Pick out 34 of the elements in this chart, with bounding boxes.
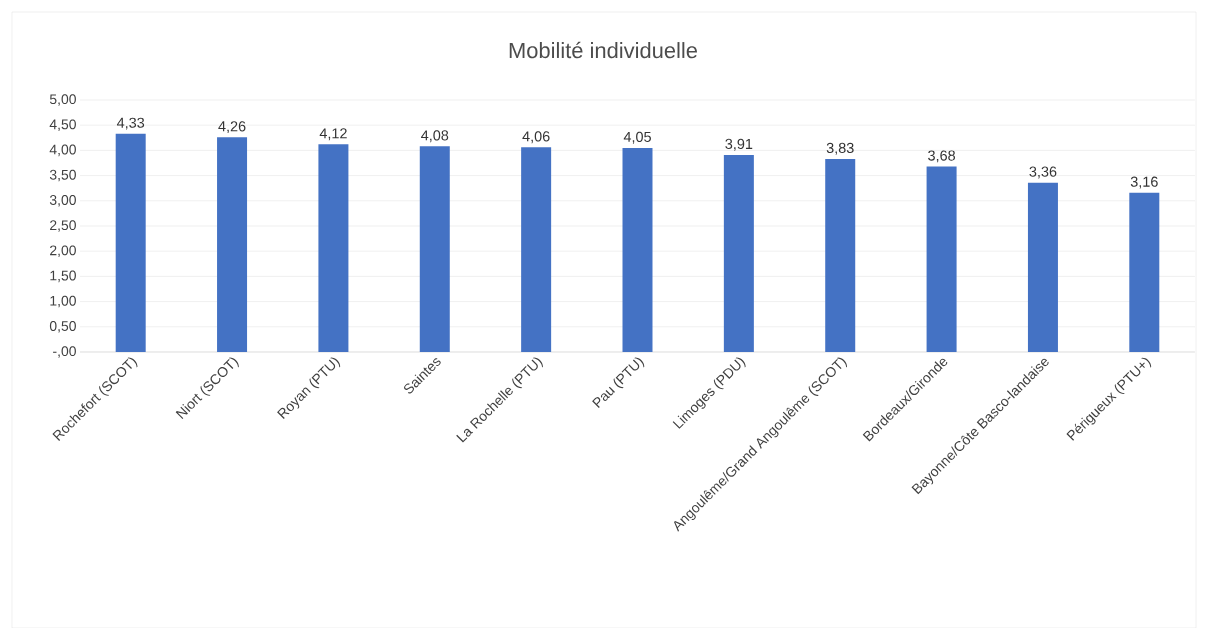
bar [115, 133, 146, 352]
data-label: 3,83 [826, 142, 854, 155]
y-tick-label: 0,50 [49, 320, 76, 333]
data-label: 4,12 [319, 128, 347, 141]
bar [723, 154, 754, 352]
y-tick-label: 2,00 [50, 245, 76, 257]
y-tick-label: 1,50 [50, 270, 76, 283]
data-label: 3,16 [1130, 176, 1158, 189]
data-label: 3,91 [725, 138, 753, 151]
bar [318, 144, 349, 352]
y-tick-label: 3,00 [49, 194, 76, 207]
data-label: 4,05 [623, 131, 651, 144]
data-label: 3,68 [928, 150, 956, 163]
y-tick-label: 4,00 [49, 144, 76, 157]
y-tick-label: 1,00 [50, 295, 76, 308]
data-label: 3,36 [1029, 166, 1057, 179]
y-tick-label: -,00 [53, 346, 76, 358]
bar [419, 146, 450, 352]
data-label: 4,33 [116, 117, 145, 130]
chart-title: Mobilité individuelle [509, 41, 697, 59]
bar [825, 158, 856, 352]
data-label: 4,08 [421, 130, 449, 143]
data-label: 4,06 [522, 131, 550, 144]
y-tick-label: 4,50 [49, 119, 76, 131]
bar [217, 137, 248, 352]
data-label: 4,26 [218, 121, 246, 134]
bar [521, 147, 552, 352]
y-tick-label: 3,50 [49, 169, 76, 182]
bar [1129, 192, 1160, 352]
y-tick-label: 5,00 [49, 94, 76, 106]
bar [622, 147, 653, 352]
bar [926, 166, 957, 352]
y-tick-label: 2,50 [50, 220, 76, 232]
bar [1027, 182, 1058, 352]
